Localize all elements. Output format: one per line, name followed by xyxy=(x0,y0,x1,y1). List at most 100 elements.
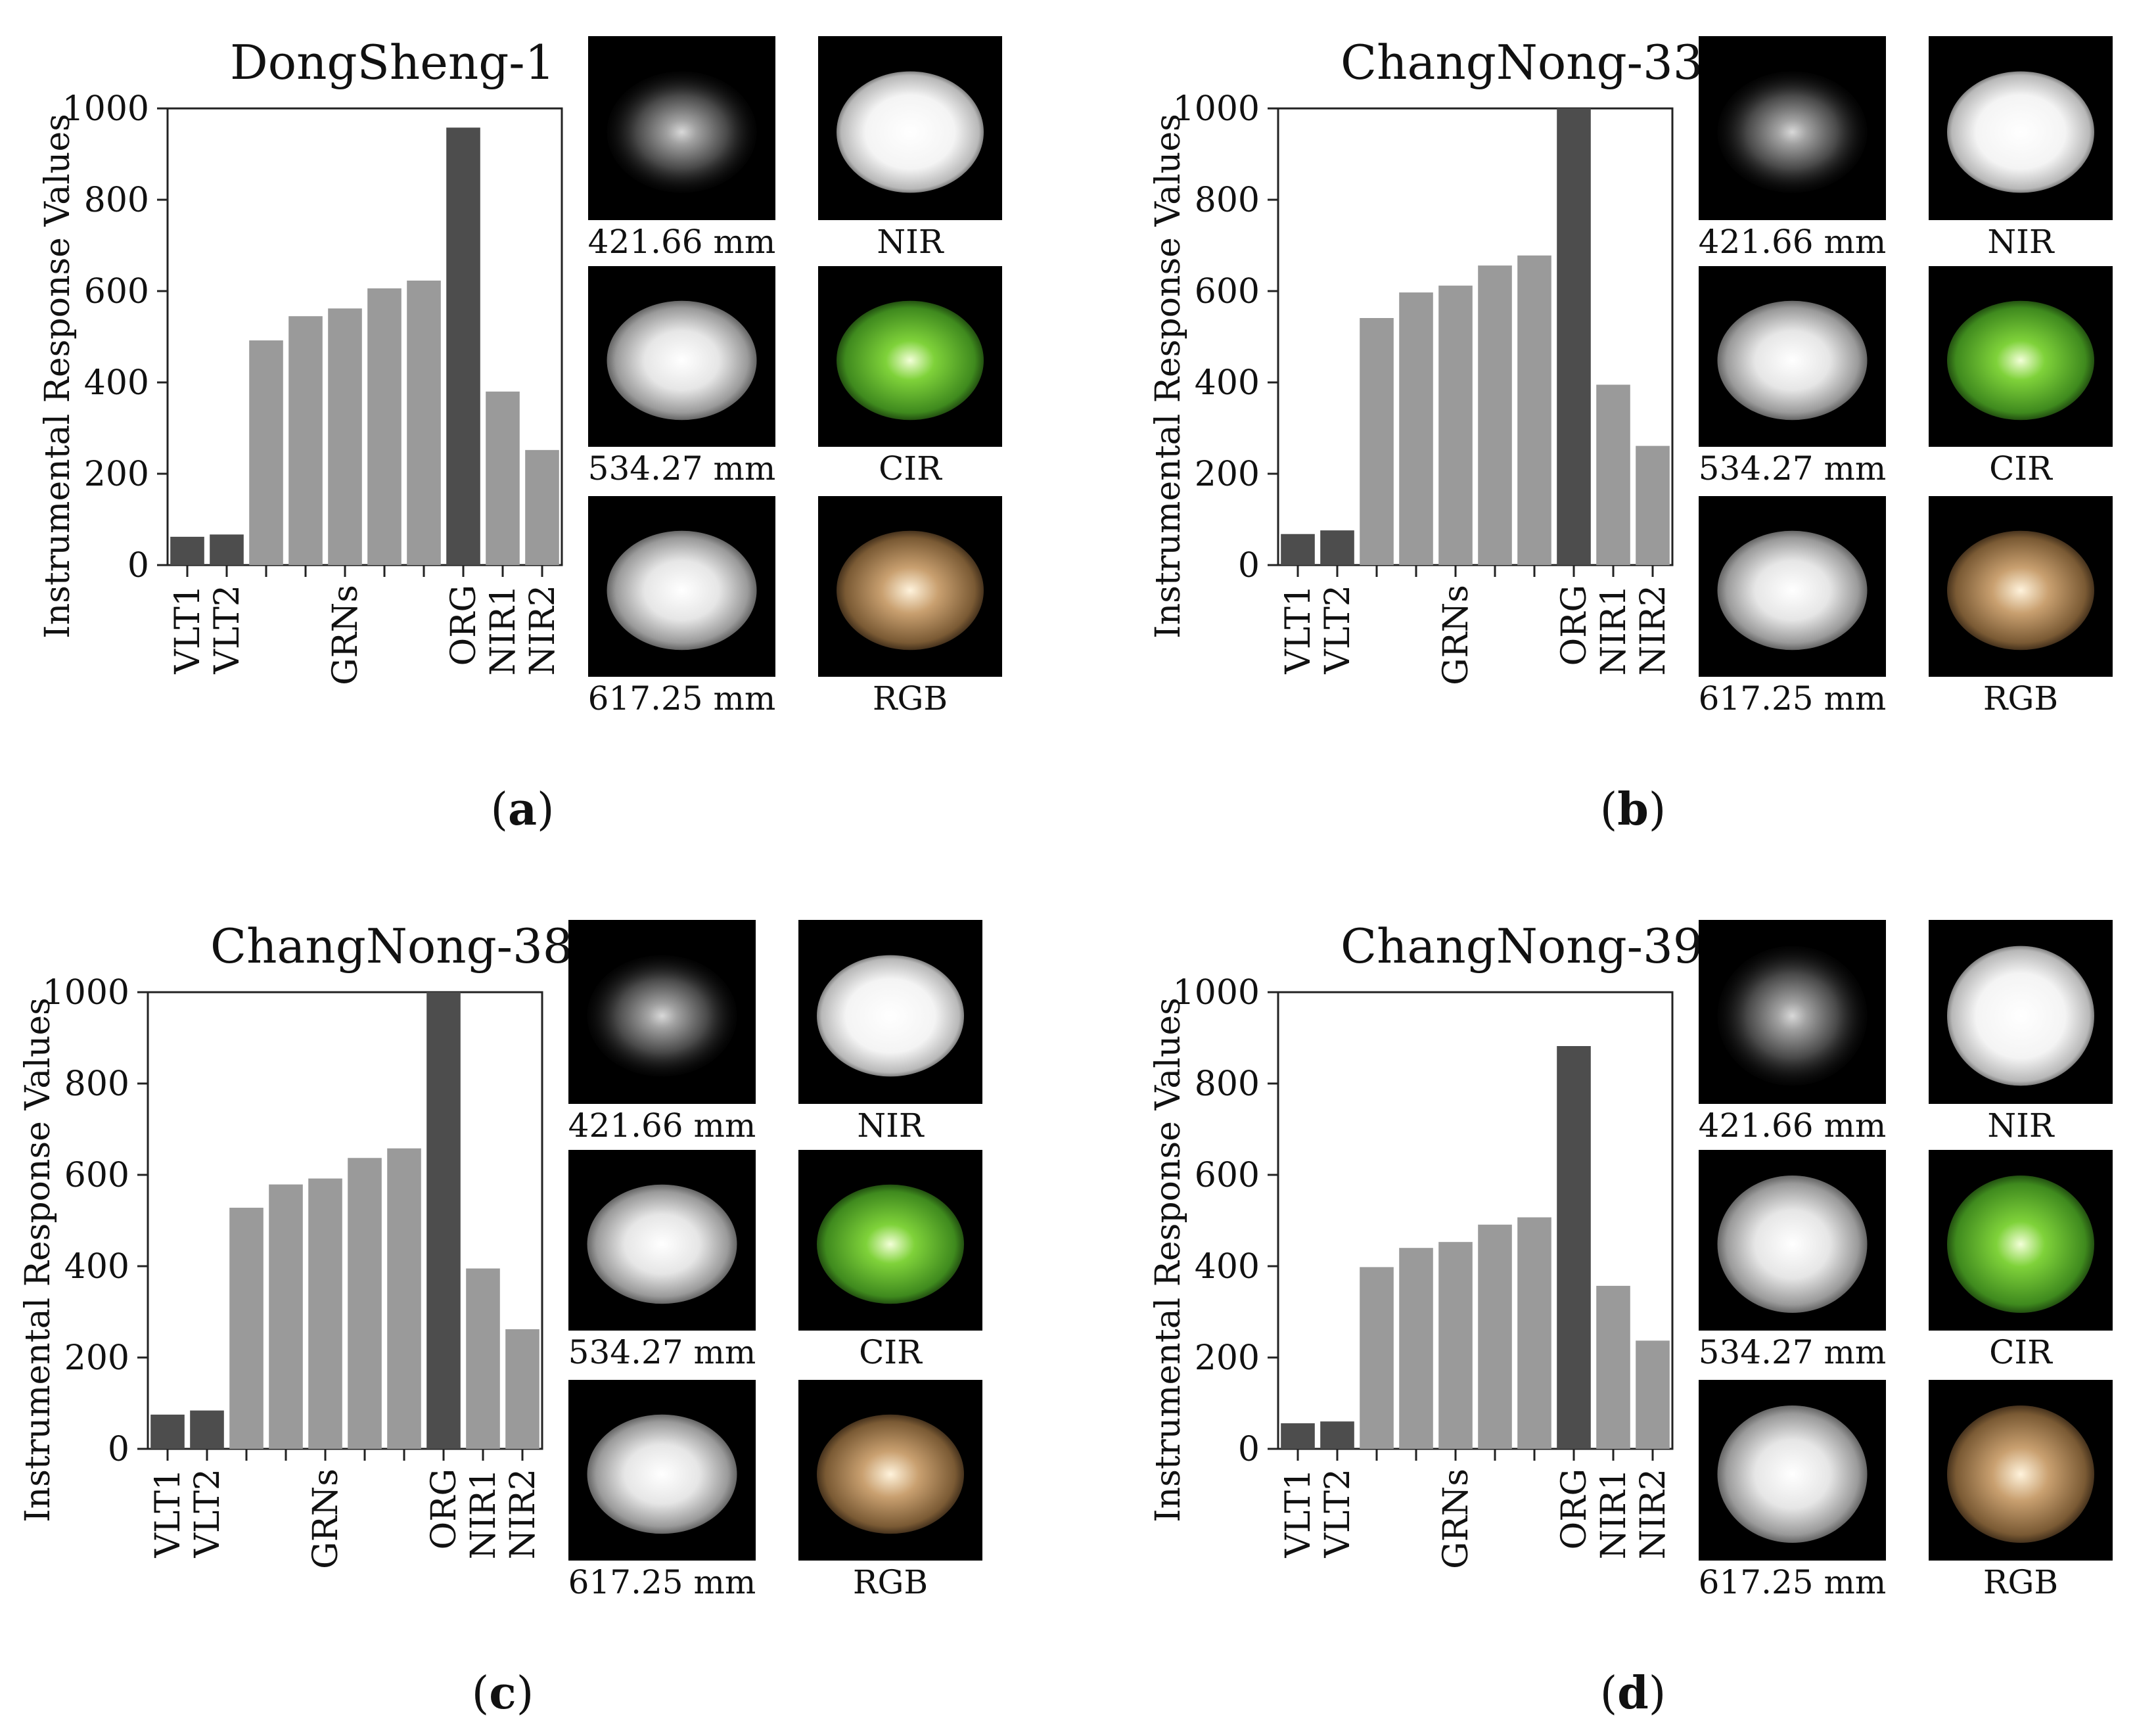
bar-nir1 xyxy=(1596,1285,1630,1449)
tile-rgb xyxy=(1929,496,2113,677)
tile-caption: RGB xyxy=(873,679,948,718)
tile-caption: 617.25 mm xyxy=(588,679,776,718)
plot-frame xyxy=(147,991,543,1450)
bar-org xyxy=(1557,1046,1591,1449)
panel-letter: (a) xyxy=(490,783,554,836)
bar-nir2 xyxy=(525,449,559,565)
tile-caption: NIR xyxy=(857,1107,925,1145)
tile-421nm xyxy=(568,920,756,1104)
y-tick-label: 800 xyxy=(1195,1064,1260,1104)
x-tick-label: VLT2 xyxy=(1318,585,1358,675)
tile-421nm xyxy=(588,36,775,220)
x-tick-label: NIR1 xyxy=(484,585,523,675)
y-axis-label: Instrumental Response Values xyxy=(18,997,58,1522)
x-tick-label: NIR1 xyxy=(464,1469,503,1559)
x-tick-label: ORG xyxy=(1555,585,1594,666)
y-tick-label: 800 xyxy=(84,181,149,220)
panel-letter: (c) xyxy=(472,1667,534,1720)
panel-letter: (d) xyxy=(1600,1667,1666,1720)
tile-caption: RGB xyxy=(1983,1563,2058,1601)
y-tick-label: 200 xyxy=(1195,1338,1260,1378)
bar-grn3 xyxy=(308,1178,342,1449)
bar-grn2 xyxy=(269,1184,303,1449)
y-tick-label: 600 xyxy=(64,1156,129,1195)
bar-nir2 xyxy=(1636,1340,1670,1449)
tile-caption: 534.27 mm xyxy=(588,449,776,488)
y-tick-label: 1000 xyxy=(1173,89,1260,129)
tile-nir xyxy=(818,36,1002,220)
x-tick-label: VLT1 xyxy=(149,1469,188,1559)
chart-panel-d: 0 200 400 600 800 1000 VLT1 VLT2 GRNs ORG NIR1 NIR2… xyxy=(1149,919,2113,1720)
y-tick-label: 400 xyxy=(1195,1247,1260,1287)
tile-caption: CIR xyxy=(1989,1333,2053,1371)
bar-nir1 xyxy=(466,1268,500,1449)
tile-caption: NIR xyxy=(877,223,944,261)
bar-nir2 xyxy=(505,1329,539,1449)
bar-grn1 xyxy=(1360,318,1394,565)
bar-grn5 xyxy=(407,281,441,565)
panel-letter: (b) xyxy=(1600,783,1666,836)
tile-617nm xyxy=(1699,496,1886,677)
y-axis-label: Instrumental Response Values xyxy=(38,114,78,639)
chart-title: ChangNong-38 xyxy=(210,919,573,974)
x-tick-label: NIR2 xyxy=(1634,585,1673,675)
bar-nir2 xyxy=(1636,445,1670,565)
tile-caption: CIR xyxy=(879,449,942,488)
tile-caption: 534.27 mm xyxy=(1699,1333,1887,1371)
tile-caption: 617.25 mm xyxy=(1699,1563,1887,1601)
y-tick-label: 800 xyxy=(64,1064,129,1104)
y-tick-label: 200 xyxy=(64,1338,129,1378)
chart-panel-c: 0 200 400 600 800 1000 VLT1 VLT2 GRNs ORG NIR1 NIR2… xyxy=(18,919,982,1720)
bar-grn5 xyxy=(387,1148,421,1449)
y-tick-label: 600 xyxy=(1195,1156,1260,1195)
tile-rgb xyxy=(798,1380,982,1561)
y-tick-label: 400 xyxy=(1195,363,1260,403)
tile-421nm xyxy=(1699,920,1886,1104)
y-tick-label: 200 xyxy=(1195,455,1260,494)
tile-534nm xyxy=(568,1150,756,1331)
tile-nir xyxy=(1929,920,2113,1104)
tile-cir xyxy=(818,266,1002,447)
tile-617nm xyxy=(568,1380,756,1561)
bar-grn4 xyxy=(1478,265,1512,565)
tile-caption: CIR xyxy=(859,1333,923,1371)
x-tick-label: GRNs xyxy=(306,1469,346,1569)
x-tick-label: ORG xyxy=(1555,1469,1594,1549)
y-tick-label: 1000 xyxy=(43,973,129,1013)
bar-org xyxy=(446,127,480,565)
x-tick-label: NIR2 xyxy=(523,585,562,675)
bar-grn4 xyxy=(348,1158,382,1449)
plot-frame xyxy=(1277,107,1674,566)
x-tick-label: GRNs xyxy=(326,585,365,685)
x-tick-label: ORG xyxy=(425,1469,464,1549)
y-tick-label: 0 xyxy=(1238,546,1260,585)
tile-caption: 617.25 mm xyxy=(1699,679,1887,718)
tile-534nm xyxy=(588,266,775,447)
bar-vlt2 xyxy=(190,1410,224,1449)
bar-grn4 xyxy=(1478,1224,1512,1449)
bar-vlt1 xyxy=(150,1414,185,1449)
y-tick-label: 200 xyxy=(84,455,149,494)
tile-534nm xyxy=(1699,1150,1886,1331)
x-tick-label: ORG xyxy=(444,585,484,666)
tile-cir xyxy=(798,1150,982,1331)
tile-rgb xyxy=(1929,1380,2113,1561)
bar-grn1 xyxy=(1360,1267,1394,1449)
tile-421nm xyxy=(1699,36,1886,220)
x-tick-label: VLT1 xyxy=(168,585,208,675)
x-tick-label: VLT2 xyxy=(1318,1469,1358,1559)
tile-534nm xyxy=(1699,266,1886,447)
y-axis-label: Instrumental Response Values xyxy=(1149,997,1188,1522)
y-tick-label: 600 xyxy=(84,272,149,311)
bar-grn4 xyxy=(367,288,402,565)
x-tick-label: NIR1 xyxy=(1594,585,1634,675)
bar-nir1 xyxy=(1596,384,1630,565)
bar-grn2 xyxy=(1399,1248,1433,1449)
x-tick-label: GRNs xyxy=(1436,585,1476,685)
y-tick-label: 0 xyxy=(127,546,149,585)
x-tick-label: NIR2 xyxy=(503,1469,543,1559)
tile-nir xyxy=(1929,36,2113,220)
x-tick-label: VLT1 xyxy=(1279,585,1318,675)
tile-caption: CIR xyxy=(1989,449,2053,488)
